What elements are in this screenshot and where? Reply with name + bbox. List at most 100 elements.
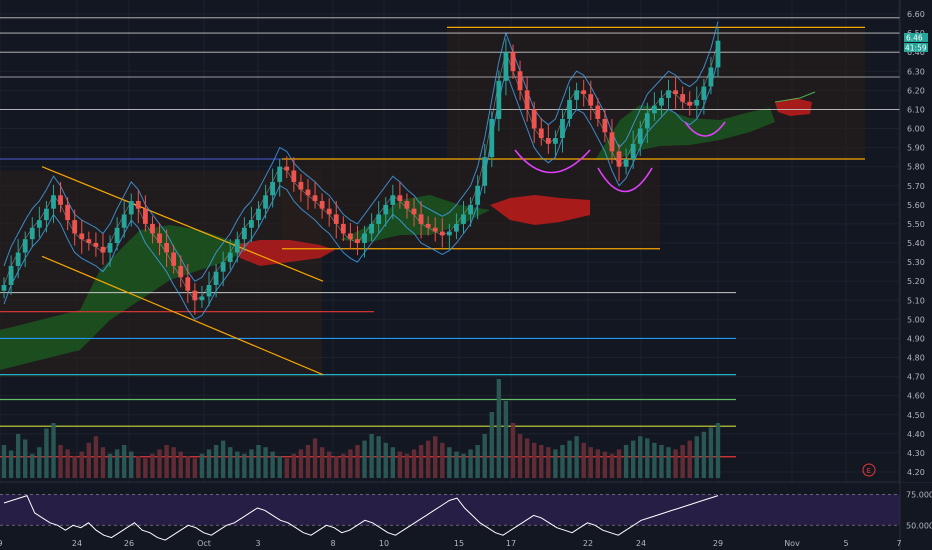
- volume-bar: [270, 451, 275, 478]
- candle-body: [192, 290, 198, 301]
- candle-body: [100, 246, 106, 253]
- volume-bar: [411, 449, 417, 478]
- earnings-icon[interactable]: [862, 463, 876, 477]
- candle-body: [29, 227, 35, 240]
- volume-bar: [659, 445, 664, 478]
- candle-body: [36, 220, 42, 228]
- candle-body: [164, 243, 169, 253]
- volume-bar: [475, 445, 480, 478]
- candle-body: [277, 166, 283, 182]
- candle-body: [362, 233, 367, 243]
- price-tick-label: 5.60: [907, 201, 925, 210]
- volume-bar: [609, 453, 615, 478]
- volume-bar: [362, 440, 367, 478]
- volume-bar: [539, 445, 544, 478]
- price-tick-label: 4.90: [907, 334, 925, 343]
- candle-body: [673, 90, 678, 95]
- candle-body: [220, 262, 226, 272]
- volume-bar: [574, 436, 579, 478]
- candle-body: [432, 227, 438, 232]
- price-tick-label: 4.60: [907, 392, 925, 401]
- volume-bar: [553, 449, 558, 478]
- volume-bar: [23, 439, 28, 478]
- volume-bar: [369, 434, 374, 478]
- date-tick-label: 17: [506, 539, 516, 548]
- candle-body: [517, 71, 523, 91]
- candle-body: [666, 90, 671, 98]
- pattern-arcs: [514, 121, 726, 193]
- volume-bar: [30, 453, 35, 478]
- candle-body: [595, 105, 601, 119]
- volume-bar: [418, 445, 424, 478]
- lower-band: [3, 59, 719, 320]
- price-axis[interactable]: 6.606.506.406.306.206.106.005.905.805.70…: [899, 0, 932, 550]
- candle-body: [553, 138, 558, 144]
- volume-bar: [326, 451, 332, 478]
- volume-bar: [560, 445, 565, 478]
- volume-bar: [65, 449, 70, 478]
- candle-body: [545, 138, 551, 144]
- price-tick-label: 5.70: [907, 182, 925, 191]
- kumo-green-1: [0, 225, 250, 370]
- volume-bar: [503, 401, 509, 478]
- candle-body: [213, 271, 219, 285]
- candle-body: [157, 233, 162, 243]
- volume-bar: [588, 447, 593, 478]
- volume-bar: [666, 447, 671, 478]
- volume-bar: [390, 447, 396, 478]
- candle-body: [609, 132, 615, 152]
- candle-body: [263, 195, 268, 209]
- volume-bar: [531, 442, 537, 478]
- candle-body: [538, 128, 544, 139]
- date-tick-label: 3: [255, 539, 260, 548]
- volume-bar: [489, 412, 494, 478]
- volume-bar: [291, 453, 297, 478]
- candle-body: [623, 159, 629, 167]
- time-axis[interactable]: 9 24 26 Oct 3 8 10 15 17 22 24 29 Nov 5 7: [0, 539, 902, 548]
- volume-bar: [715, 423, 721, 478]
- candle-body: [503, 52, 509, 81]
- volume-bar: [93, 436, 99, 478]
- candle-body: [333, 214, 339, 224]
- volume-bar: [447, 447, 452, 478]
- volume-bar: [114, 449, 120, 478]
- candle-body: [369, 223, 375, 234]
- candle-body: [560, 118, 565, 139]
- volume-bar: [425, 440, 431, 478]
- volume-bar: [199, 453, 205, 478]
- volume-bar: [312, 438, 318, 478]
- candle-body: [107, 243, 113, 253]
- cup-arc-1: [514, 149, 591, 174]
- earnings-marker[interactable]: E: [862, 463, 876, 477]
- candle-body: [22, 239, 28, 253]
- volume-bar: [482, 434, 487, 478]
- price-tick-label: 5.50: [907, 220, 925, 229]
- candle-body: [93, 243, 99, 247]
- date-tick-label: 5: [843, 539, 848, 548]
- volume-bar: [143, 458, 148, 478]
- date-tick-label: 26: [124, 539, 134, 548]
- candle-body: [234, 239, 240, 253]
- candle-body: [15, 252, 21, 266]
- candle-body: [79, 233, 85, 240]
- volume-bar: [263, 447, 268, 478]
- volume-bar: [341, 453, 346, 478]
- volume-bar: [107, 453, 113, 478]
- volume-bar: [623, 445, 629, 478]
- candle-body: [298, 181, 304, 190]
- date-tick-label: 22: [583, 539, 593, 548]
- candle-body: [185, 277, 191, 291]
- date-tick-label: 8: [330, 539, 335, 548]
- candle-body: [178, 265, 184, 278]
- price-tick-label: 5.30: [907, 258, 925, 267]
- kumo-edge: [774, 91, 816, 103]
- candle-body: [496, 80, 502, 119]
- candle-body: [312, 195, 318, 202]
- candle-body: [461, 214, 466, 224]
- candle-body: [171, 252, 177, 266]
- price-tick-label: 6.30: [907, 67, 925, 76]
- candle-body: [326, 208, 332, 215]
- volume-bar: [178, 451, 183, 478]
- candle-body: [249, 220, 254, 228]
